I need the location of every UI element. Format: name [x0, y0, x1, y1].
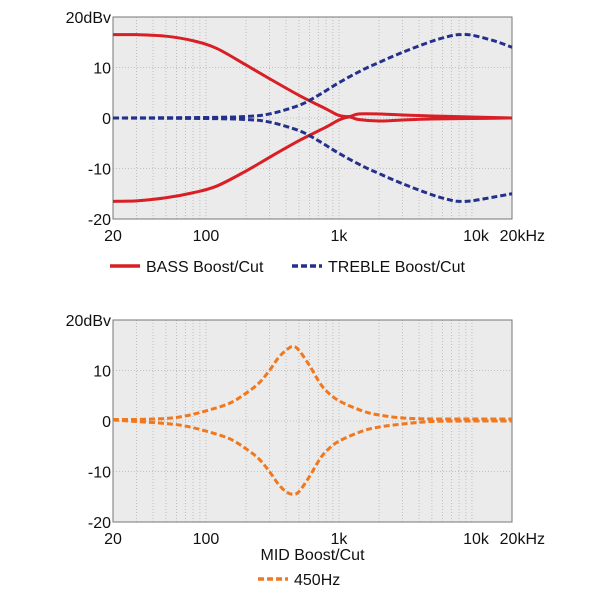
x-tick-label: 100 [193, 531, 220, 548]
bass-boost-cut-curve-boost [112, 33, 513, 120]
y-tick-label: 10 [93, 61, 111, 78]
y-tick-label: 20dBv [66, 313, 111, 330]
series-treble-boost-cut [112, 32, 513, 203]
bass-boost-cut-curve-cut [112, 115, 513, 203]
grid [113, 320, 512, 522]
legend-label-450hz: 450Hz [294, 572, 340, 589]
grid [113, 17, 512, 219]
y-tick-label: -10 [88, 162, 111, 179]
y-tick-label: -20 [88, 515, 111, 532]
y-tick-label: 20dBv [66, 10, 111, 27]
series-bass-boost-cut [112, 33, 513, 203]
y-tick-label: 0 [102, 414, 111, 431]
x-tick-label: 20 [104, 228, 122, 245]
450hz-curve-cut [112, 418, 513, 496]
legend: BASS Boost/Cut TREBLE Boost/Cut [110, 259, 466, 276]
treble-boost-cut-curve-boost [112, 32, 513, 120]
legend-label-bass-boost-cut: BASS Boost/Cut [146, 259, 264, 276]
y-tick-label: 10 [93, 364, 111, 381]
450hz-curve-boost [112, 344, 512, 422]
x-tick-label: 20kHz [500, 228, 545, 245]
legend: 450Hz [258, 572, 340, 589]
chart-title: MID Boost/Cut [260, 547, 365, 564]
treble-boost-cut-curve-cut [112, 116, 513, 203]
series-450hz [112, 344, 513, 496]
y-tick-label: -20 [88, 212, 111, 229]
x-tick-label: 20kHz [500, 531, 545, 548]
legend-label-treble-boost-cut: TREBLE Boost/Cut [328, 259, 466, 276]
y-tick-label: -10 [88, 465, 111, 482]
x-tick-label: 10k [463, 228, 490, 245]
x-tick-label: 1k [331, 228, 349, 245]
x-tick-label: 1k [331, 531, 349, 548]
x-tick-label: 20 [104, 531, 122, 548]
x-tick-label: 100 [193, 228, 220, 245]
x-tick-label: 10k [463, 531, 490, 548]
y-tick-label: 0 [102, 111, 111, 128]
